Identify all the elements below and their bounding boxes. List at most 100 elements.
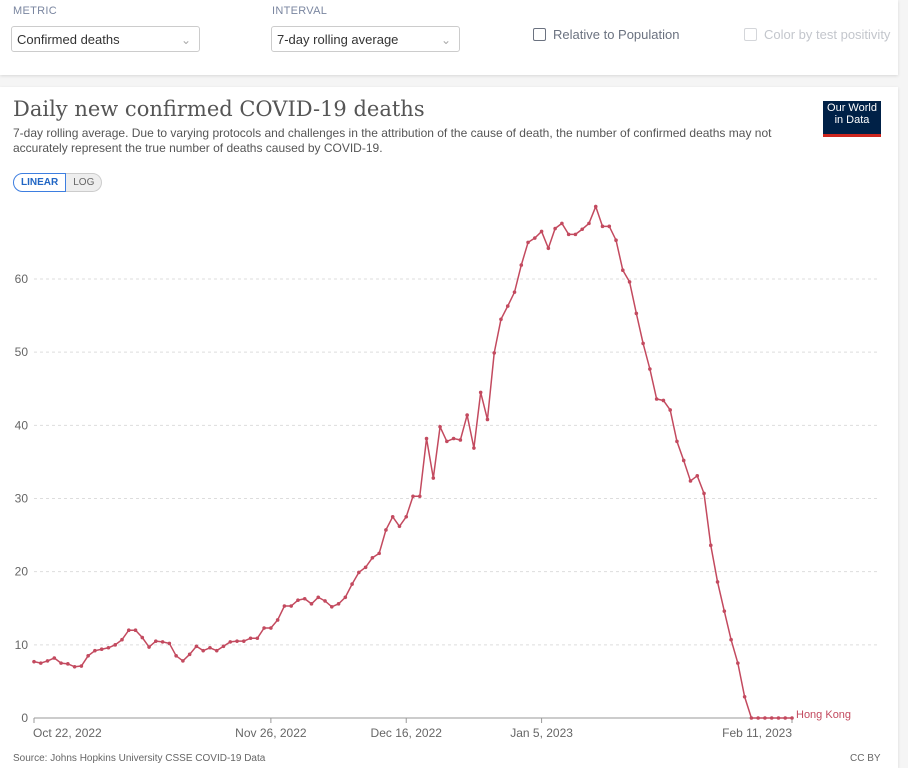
data-point	[404, 514, 409, 519]
data-point	[424, 436, 429, 441]
data-point	[512, 290, 517, 294]
data-point	[499, 317, 503, 322]
data-point	[343, 595, 348, 600]
data-point	[621, 268, 625, 273]
data-point	[363, 565, 368, 570]
log-button[interactable]: LOG	[66, 173, 103, 192]
data-point	[472, 446, 476, 450]
data-point	[465, 413, 469, 417]
x-tick-label: Dec 16, 2022	[371, 726, 443, 740]
data-point	[438, 424, 442, 429]
data-point	[756, 716, 760, 720]
data-point	[329, 604, 334, 609]
data-point	[390, 514, 395, 519]
data-point	[357, 570, 361, 575]
data-point	[120, 637, 124, 642]
data-point	[154, 639, 158, 643]
data-point	[742, 694, 747, 699]
y-tick-label: 50	[15, 345, 29, 359]
data-point	[688, 479, 693, 483]
owid-logo[interactable]: Our World in Data	[823, 101, 881, 137]
data-point	[715, 580, 720, 584]
data-point	[695, 474, 700, 478]
data-point	[282, 604, 287, 608]
logo-line2: in Data	[834, 114, 870, 126]
metric-select[interactable]: Confirmed deaths ⌄	[11, 26, 200, 52]
metric-value: Confirmed deaths	[17, 32, 120, 47]
data-point	[593, 204, 598, 209]
data-point	[654, 397, 659, 401]
chevron-down-icon: ⌄	[180, 33, 191, 47]
data-point	[32, 659, 36, 664]
data-point	[160, 640, 165, 644]
data-point	[702, 491, 706, 496]
data-point	[600, 224, 605, 229]
interval-label: INTERVAL	[272, 5, 328, 17]
chart-subtitle: 7-day rolling average. Due to varying pr…	[13, 126, 772, 155]
color-by-test-positivity-checkbox: Color by test positivity	[744, 27, 890, 42]
data-point	[519, 263, 524, 267]
relative-to-population-checkbox[interactable]: Relative to Population	[533, 27, 679, 42]
checkbox-icon	[744, 28, 757, 41]
license-link[interactable]: CC BY	[850, 753, 881, 764]
data-point	[147, 645, 151, 649]
data-point	[79, 664, 84, 668]
data-point	[661, 398, 666, 403]
y-tick-label: 0	[21, 711, 28, 725]
data-point	[607, 224, 612, 229]
y-tick-label: 40	[15, 418, 29, 432]
data-point	[634, 311, 639, 316]
data-point	[208, 645, 212, 650]
data-point	[763, 716, 767, 720]
data-point	[350, 582, 354, 586]
data-point	[323, 599, 327, 603]
data-point	[133, 628, 138, 632]
data-point	[539, 229, 544, 234]
data-point	[587, 221, 591, 226]
data-point	[106, 645, 111, 650]
data-point	[86, 654, 90, 658]
linear-button[interactable]: LINEAR	[13, 173, 67, 192]
data-point	[66, 662, 70, 666]
data-point	[384, 528, 388, 532]
data-point	[573, 232, 578, 237]
data-point	[255, 636, 260, 641]
data-point	[269, 626, 273, 630]
y-tick-label: 20	[15, 565, 29, 579]
data-point	[451, 436, 456, 441]
data-point	[648, 367, 652, 371]
data-point	[296, 598, 300, 603]
data-point	[722, 609, 727, 613]
data-point	[675, 439, 679, 444]
data-point	[641, 341, 645, 346]
data-point	[553, 226, 557, 231]
data-point	[526, 240, 530, 245]
y-tick-label: 10	[15, 638, 29, 652]
data-point	[93, 648, 97, 653]
data-point	[627, 280, 632, 284]
data-point	[411, 494, 415, 499]
chart-title: Daily new confirmed COVID-19 deaths	[13, 97, 425, 121]
data-point	[174, 654, 178, 658]
interval-select[interactable]: 7-day rolling average ⌄	[271, 26, 460, 52]
data-point	[289, 604, 293, 608]
data-point	[302, 596, 307, 601]
data-point	[458, 438, 463, 442]
scale-toggle: LINEAR LOG	[13, 173, 103, 192]
data-point	[248, 636, 253, 641]
data-point	[790, 716, 794, 720]
data-point	[708, 543, 713, 548]
data-point	[560, 221, 564, 226]
data-point	[194, 644, 199, 649]
data-point	[478, 390, 483, 395]
data-point	[397, 524, 402, 529]
data-point	[614, 238, 618, 243]
data-point	[59, 661, 63, 665]
data-point	[445, 439, 449, 444]
series-line-hong-kong	[33, 204, 792, 719]
data-point	[201, 648, 205, 653]
data-point	[38, 661, 43, 665]
data-point	[566, 232, 571, 237]
data-point	[113, 643, 118, 647]
